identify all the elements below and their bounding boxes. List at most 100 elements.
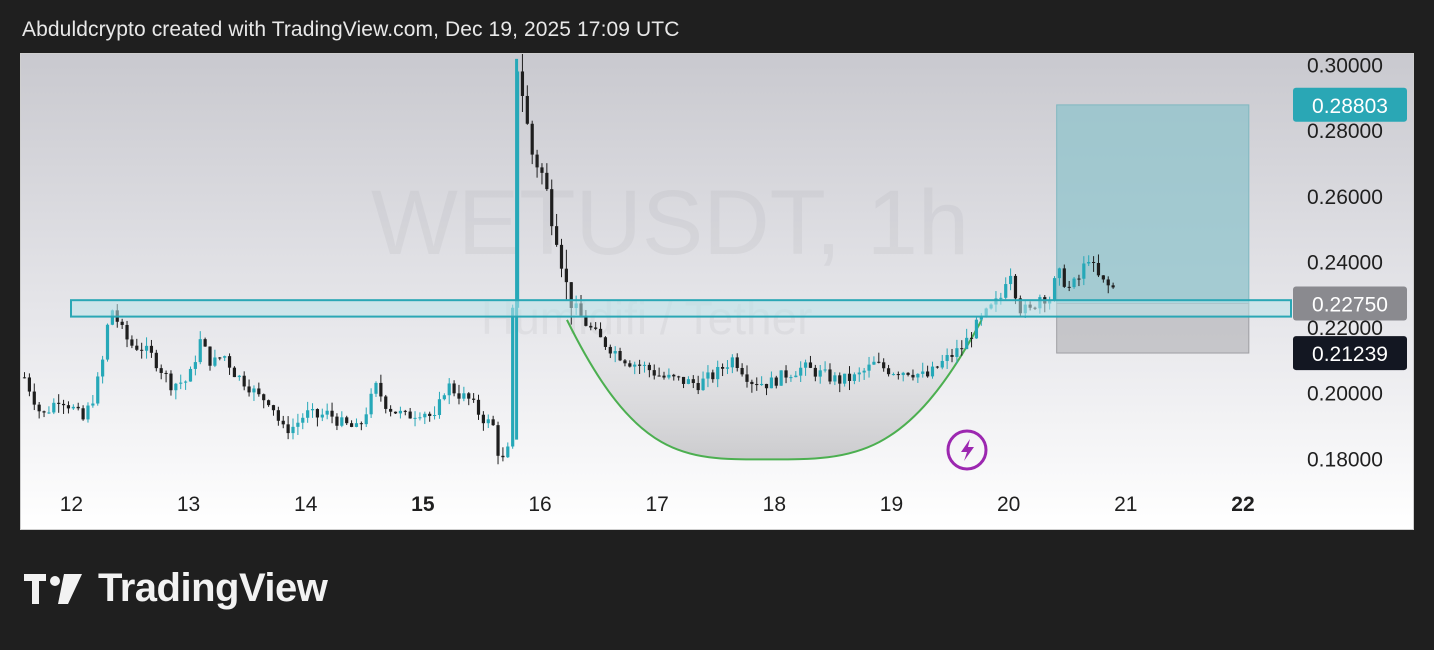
price-label-text: 0.22750 xyxy=(1312,293,1388,316)
candle xyxy=(696,375,700,395)
resistance-zone-rect[interactable] xyxy=(70,299,1292,318)
candle xyxy=(911,369,915,381)
candle xyxy=(598,322,603,338)
candle xyxy=(711,369,715,383)
candle xyxy=(642,361,647,373)
candle xyxy=(867,356,871,378)
candle xyxy=(252,385,256,401)
candle xyxy=(799,361,803,383)
candle xyxy=(755,377,759,391)
candle xyxy=(1077,274,1081,287)
y-tick-label: 0.26000 xyxy=(1307,186,1383,209)
target-zone[interactable] xyxy=(1056,104,1250,304)
candle xyxy=(623,359,627,367)
candle xyxy=(452,380,456,397)
candle xyxy=(428,411,432,422)
candle xyxy=(140,342,144,359)
candle xyxy=(325,403,329,420)
candle xyxy=(286,416,290,440)
candle xyxy=(647,362,651,378)
resistance-zone[interactable] xyxy=(70,299,1292,318)
candle xyxy=(637,359,642,374)
candle xyxy=(603,336,608,350)
candle xyxy=(862,367,866,380)
candle xyxy=(530,120,534,165)
candle xyxy=(1072,277,1076,289)
lightning-alert-icon[interactable] xyxy=(946,429,988,471)
candle xyxy=(1101,275,1105,283)
candle xyxy=(935,365,939,369)
candle xyxy=(330,402,334,424)
candle xyxy=(974,317,979,339)
candle xyxy=(769,371,774,389)
candle xyxy=(96,372,100,406)
candle xyxy=(545,163,549,191)
tradingview-logo: TradingView xyxy=(24,566,328,611)
candle xyxy=(125,320,129,348)
price-chart[interactable]: WETUSDT, 1h Humidifi / Tether 12 13 14 15 16… xyxy=(20,53,1414,530)
candle xyxy=(681,376,686,389)
candle xyxy=(491,415,495,426)
y-tick-label: 0.30000 xyxy=(1307,54,1383,77)
candle xyxy=(945,348,949,369)
candle xyxy=(47,406,51,414)
chart-author-header: Abduldcrypto created with TradingView.co… xyxy=(22,18,680,41)
candle xyxy=(179,374,183,390)
candle xyxy=(906,372,910,377)
candle xyxy=(335,413,339,431)
candle xyxy=(418,412,422,421)
candle xyxy=(247,379,251,397)
candle xyxy=(613,346,617,363)
candle xyxy=(940,354,944,370)
candle xyxy=(472,393,476,403)
candle xyxy=(857,367,861,382)
candle xyxy=(462,386,466,402)
candle xyxy=(242,371,246,391)
candle xyxy=(730,354,734,374)
cup-pattern[interactable] xyxy=(566,319,983,461)
candle xyxy=(882,358,886,372)
price-label-text: 0.21239 xyxy=(1312,343,1388,366)
chart-canvas[interactable]: WETUSDT, 1h Humidifi / Tether 12 13 14 15 16… xyxy=(21,54,1413,529)
candle xyxy=(442,393,446,401)
candle xyxy=(872,356,876,366)
candle xyxy=(672,373,676,381)
cup-fill xyxy=(566,319,982,460)
candle xyxy=(506,442,510,459)
candle xyxy=(276,406,280,426)
candle xyxy=(481,411,485,431)
candle xyxy=(369,388,373,418)
candle xyxy=(169,370,173,396)
candle xyxy=(476,394,481,420)
candle xyxy=(838,372,842,393)
candle xyxy=(891,372,896,376)
candle xyxy=(257,382,261,397)
candle xyxy=(926,365,930,378)
candle xyxy=(91,395,95,408)
candle xyxy=(764,383,769,396)
candle xyxy=(633,361,637,375)
candle xyxy=(349,420,354,428)
candle xyxy=(1057,267,1062,286)
candle xyxy=(227,353,232,375)
y-tick-label: 0.20000 xyxy=(1307,383,1383,406)
candle xyxy=(403,409,407,416)
candle xyxy=(916,373,920,383)
candle xyxy=(120,318,124,329)
candle xyxy=(847,366,852,391)
candle xyxy=(398,406,402,419)
candle xyxy=(1091,256,1096,272)
x-tick-label: 17 xyxy=(645,493,668,516)
candle xyxy=(184,380,188,390)
x-tick-label: 13 xyxy=(177,493,200,516)
candle xyxy=(198,331,202,365)
candle xyxy=(828,363,832,385)
tradingview-brand: TradingView xyxy=(98,566,328,610)
candle xyxy=(852,372,856,385)
candle xyxy=(42,410,46,418)
candle xyxy=(745,365,749,388)
candle xyxy=(52,398,56,415)
candle xyxy=(960,340,964,356)
candle xyxy=(589,322,593,331)
candle xyxy=(1087,255,1091,267)
